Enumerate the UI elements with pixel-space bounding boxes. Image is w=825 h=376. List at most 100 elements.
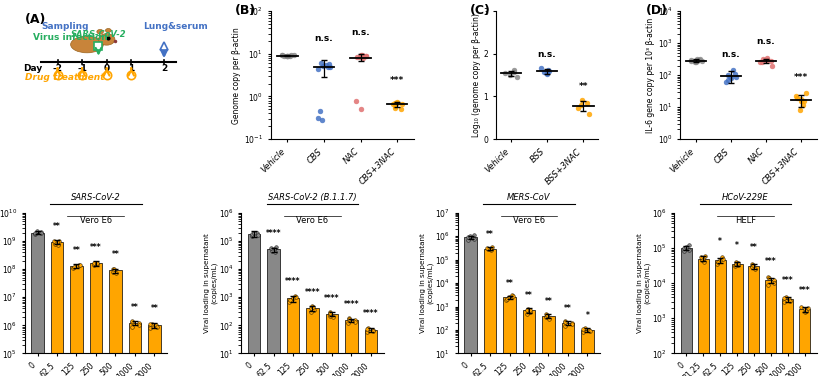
- Point: [72, 262, 85, 268]
- Point: [48, 238, 61, 244]
- Point: [697, 256, 710, 262]
- Bar: [248, 234, 261, 376]
- Point: [286, 296, 299, 302]
- Point: [746, 261, 759, 267]
- Point: [565, 320, 578, 326]
- Point: [356, 55, 370, 61]
- Bar: [50, 242, 64, 376]
- Bar: [748, 266, 760, 376]
- Point: [746, 262, 759, 268]
- Point: [778, 295, 791, 301]
- Point: [354, 54, 367, 60]
- Y-axis label: Viral loading in supernatant
(copies/mL): Viral loading in supernatant (copies/mL): [204, 233, 217, 333]
- Point: [467, 232, 480, 238]
- Point: [349, 319, 362, 325]
- Point: [150, 324, 163, 330]
- Bar: [31, 232, 44, 376]
- Text: *: *: [735, 241, 739, 250]
- Point: [31, 228, 44, 234]
- Text: -2: -2: [53, 64, 63, 73]
- Text: **: **: [486, 230, 494, 239]
- Point: [794, 96, 808, 102]
- Point: [132, 322, 145, 328]
- Point: [697, 259, 710, 265]
- Text: ****: ****: [266, 229, 281, 238]
- Point: [521, 306, 535, 312]
- Y-axis label: Log₁₀ (genome copy per β-actin): Log₁₀ (genome copy per β-actin): [472, 13, 480, 137]
- Text: Virus infection: Virus infection: [33, 33, 108, 42]
- Point: [731, 260, 744, 266]
- Point: [541, 67, 554, 73]
- Text: Sampling: Sampling: [41, 21, 88, 30]
- Bar: [365, 330, 377, 376]
- Text: *: *: [586, 311, 589, 320]
- Point: [67, 264, 80, 270]
- Point: [505, 293, 518, 299]
- Point: [524, 309, 537, 315]
- Text: ***: ***: [782, 276, 794, 285]
- Point: [305, 303, 318, 309]
- Point: [90, 259, 103, 265]
- Point: [693, 56, 706, 62]
- Text: ***: ***: [799, 286, 811, 295]
- Point: [360, 53, 373, 59]
- Point: [583, 328, 596, 334]
- Text: n.s.: n.s.: [757, 37, 775, 46]
- Text: Vero E6: Vero E6: [80, 216, 112, 225]
- Point: [362, 325, 375, 331]
- Point: [761, 274, 775, 280]
- Point: [284, 297, 297, 303]
- Point: [280, 53, 294, 59]
- Point: [574, 102, 587, 108]
- Text: **: **: [111, 250, 120, 259]
- Point: [582, 111, 596, 117]
- Text: HCoV-229E: HCoV-229E: [722, 193, 769, 202]
- Point: [245, 233, 258, 239]
- Point: [761, 55, 774, 61]
- Text: *: *: [719, 237, 722, 246]
- Text: n.s.: n.s.: [351, 29, 370, 38]
- Point: [66, 265, 79, 271]
- Point: [565, 321, 578, 327]
- Point: [323, 311, 337, 317]
- Point: [69, 263, 83, 269]
- Point: [507, 293, 520, 299]
- Point: [582, 327, 596, 333]
- Y-axis label: IL-6 gene copy per 10³ β-actin: IL-6 gene copy per 10³ β-actin: [646, 18, 655, 133]
- Point: [145, 321, 158, 327]
- Point: [729, 261, 742, 267]
- Point: [746, 264, 759, 270]
- Point: [287, 52, 300, 58]
- Point: [361, 329, 374, 335]
- Point: [462, 237, 475, 243]
- Point: [507, 69, 521, 75]
- Point: [349, 98, 362, 104]
- Point: [732, 262, 745, 268]
- Point: [366, 327, 380, 334]
- Point: [794, 98, 808, 104]
- Point: [765, 62, 778, 68]
- Bar: [503, 297, 516, 376]
- Point: [35, 230, 48, 236]
- Text: (B): (B): [234, 4, 256, 17]
- Point: [361, 326, 374, 332]
- Point: [699, 253, 712, 259]
- Point: [768, 277, 781, 284]
- Text: Day: Day: [23, 64, 43, 73]
- Point: [87, 260, 101, 266]
- Point: [728, 263, 742, 269]
- Point: [575, 97, 588, 103]
- Text: Vero E6: Vero E6: [513, 216, 545, 225]
- Point: [689, 59, 702, 65]
- Text: ****: ****: [324, 294, 340, 303]
- Point: [543, 68, 556, 74]
- Point: [275, 52, 288, 58]
- Point: [710, 261, 724, 267]
- Point: [778, 299, 791, 305]
- Point: [354, 106, 367, 112]
- Point: [389, 103, 402, 109]
- Point: [144, 321, 157, 327]
- Point: [783, 297, 796, 303]
- Bar: [483, 249, 497, 376]
- Point: [723, 74, 736, 80]
